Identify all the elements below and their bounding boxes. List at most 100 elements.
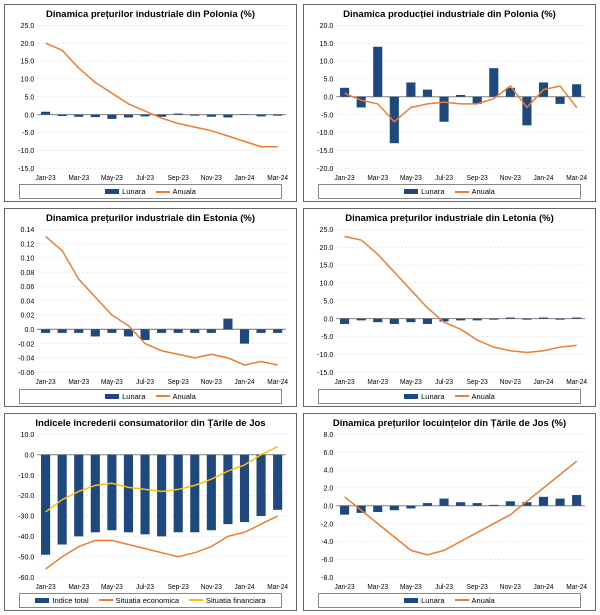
legend-item: Anuala <box>156 392 196 401</box>
chart-panel-nl-cons: Indicele încrederii consumatorilor din Ț… <box>4 413 297 611</box>
legend-label: Lunara <box>421 596 444 605</box>
chart-legend: Lunara Anuala <box>19 184 282 199</box>
svg-text:-15.0: -15.0 <box>18 164 34 173</box>
svg-text:Jan-24: Jan-24 <box>234 175 254 182</box>
svg-text:0.02: 0.02 <box>21 311 35 320</box>
svg-text:10.0: 10.0 <box>21 430 35 439</box>
legend-label: Anuala <box>173 187 196 196</box>
svg-text:Jan-24: Jan-24 <box>234 584 254 591</box>
svg-text:20.0: 20.0 <box>320 243 334 252</box>
svg-text:4.0: 4.0 <box>323 465 333 474</box>
svg-text:May-23: May-23 <box>400 584 422 591</box>
svg-text:0.06: 0.06 <box>21 282 35 291</box>
svg-text:-4.0: -4.0 <box>321 537 333 546</box>
svg-text:Sep-23: Sep-23 <box>467 175 488 182</box>
svg-text:0.10: 0.10 <box>21 254 35 263</box>
svg-text:20.0: 20.0 <box>320 21 334 30</box>
svg-text:Jan-23: Jan-23 <box>335 175 355 182</box>
svg-text:Sep-23: Sep-23 <box>467 584 488 591</box>
svg-text:-10.0: -10.0 <box>317 350 333 359</box>
svg-text:0.04: 0.04 <box>21 297 35 306</box>
legend-swatch-bar <box>105 394 119 399</box>
svg-text:Nov-23: Nov-23 <box>201 584 222 591</box>
svg-text:10.0: 10.0 <box>21 74 35 83</box>
legend-label: Lunara <box>421 392 444 401</box>
svg-text:Mar-23: Mar-23 <box>68 584 89 591</box>
svg-text:Jan-24: Jan-24 <box>533 379 553 386</box>
svg-text:6.0: 6.0 <box>323 447 333 456</box>
svg-text:0.12: 0.12 <box>21 239 35 248</box>
svg-text:-30.0: -30.0 <box>18 511 34 520</box>
legend-item: Lunara <box>404 596 444 605</box>
chart-panel-pl-prod: Dinamica producției industriale din Polo… <box>303 4 596 202</box>
svg-text:0.08: 0.08 <box>21 268 35 277</box>
svg-text:5.0: 5.0 <box>323 74 333 83</box>
chart-legend: Lunara Anuala <box>318 184 581 199</box>
svg-text:Nov-23: Nov-23 <box>500 379 521 386</box>
svg-text:Mar-23: Mar-23 <box>367 379 388 386</box>
legend-item: Lunara <box>105 392 145 401</box>
svg-text:Jul-23: Jul-23 <box>136 175 154 182</box>
chart-plot: -15.0-10.0-5.00.05.010.015.020.025.0Jan-… <box>9 21 292 183</box>
svg-text:5.0: 5.0 <box>323 297 333 306</box>
chart-panel-lv-price: Dinamica prețurilor industriale din Leto… <box>303 208 596 406</box>
svg-text:0.0: 0.0 <box>323 92 333 101</box>
legend-swatch-bar <box>105 189 119 194</box>
legend-item: Lunara <box>404 392 444 401</box>
legend-item: Anuala <box>455 187 495 196</box>
legend-item: Situatia economica <box>99 596 179 605</box>
svg-text:-5.0: -5.0 <box>321 332 333 341</box>
svg-text:-8.0: -8.0 <box>321 572 333 581</box>
svg-text:Jan-24: Jan-24 <box>533 584 553 591</box>
svg-text:0.0: 0.0 <box>24 450 34 459</box>
legend-label: Anuala <box>472 596 495 605</box>
svg-text:15.0: 15.0 <box>320 39 334 48</box>
svg-text:-6.0: -6.0 <box>321 554 333 563</box>
svg-text:Sep-23: Sep-23 <box>168 175 189 182</box>
legend-label: Situatia economica <box>116 596 179 605</box>
legend-swatch-bar <box>35 598 49 603</box>
svg-text:Jul-23: Jul-23 <box>136 379 154 386</box>
svg-text:-5.0: -5.0 <box>22 128 34 137</box>
chart-panel-ee-price: Dinamica prețurilor industriale din Esto… <box>4 208 297 406</box>
svg-text:0.0: 0.0 <box>24 110 34 119</box>
svg-text:Mar-24: Mar-24 <box>267 379 288 386</box>
legend-swatch-line <box>156 395 170 397</box>
svg-text:Jul-23: Jul-23 <box>435 175 453 182</box>
svg-text:Mar-24: Mar-24 <box>267 584 288 591</box>
legend-swatch-line <box>455 599 469 601</box>
svg-text:Mar-23: Mar-23 <box>68 175 89 182</box>
svg-text:8.0: 8.0 <box>323 430 333 439</box>
svg-text:-10.0: -10.0 <box>18 470 34 479</box>
svg-text:-2.0: -2.0 <box>321 519 333 528</box>
chart-plot: -60.0-50.0-40.0-30.0-20.0-10.00.010.0Jan… <box>9 430 292 592</box>
svg-text:-10.0: -10.0 <box>317 128 333 137</box>
chart-title: Dinamica prețurilor locuințelor din Țări… <box>308 416 591 430</box>
legend-label: Situatia financiara <box>206 596 266 605</box>
svg-text:Jan-24: Jan-24 <box>234 379 254 386</box>
svg-text:-0.02: -0.02 <box>18 339 34 348</box>
svg-text:Nov-23: Nov-23 <box>500 584 521 591</box>
legend-label: Anuala <box>472 392 495 401</box>
svg-text:May-23: May-23 <box>101 175 123 182</box>
legend-item: Indice total <box>35 596 88 605</box>
legend-item: Lunara <box>404 187 444 196</box>
svg-text:10.0: 10.0 <box>320 57 334 66</box>
svg-text:Jul-23: Jul-23 <box>435 584 453 591</box>
svg-text:May-23: May-23 <box>400 379 422 386</box>
legend-item: Situatia financiara <box>189 596 266 605</box>
svg-text:20.0: 20.0 <box>21 39 35 48</box>
svg-text:25.0: 25.0 <box>21 21 35 30</box>
legend-item: Lunara <box>105 187 145 196</box>
svg-text:Mar-23: Mar-23 <box>367 584 388 591</box>
chart-title: Indicele încrederii consumatorilor din Ț… <box>9 416 292 430</box>
svg-text:Jul-23: Jul-23 <box>136 584 154 591</box>
svg-text:Nov-23: Nov-23 <box>500 175 521 182</box>
svg-text:Mar-23: Mar-23 <box>367 175 388 182</box>
chart-panel-pl-price: Dinamica prețurilor industriale din Polo… <box>4 4 297 202</box>
chart-title: Dinamica prețurilor industriale din Polo… <box>9 7 292 21</box>
chart-plot: -8.0-6.0-4.0-2.00.02.04.06.08.0Jan-23Mar… <box>308 430 591 592</box>
svg-text:Sep-23: Sep-23 <box>168 584 189 591</box>
svg-text:Jan-23: Jan-23 <box>36 584 56 591</box>
svg-text:Nov-23: Nov-23 <box>201 379 222 386</box>
